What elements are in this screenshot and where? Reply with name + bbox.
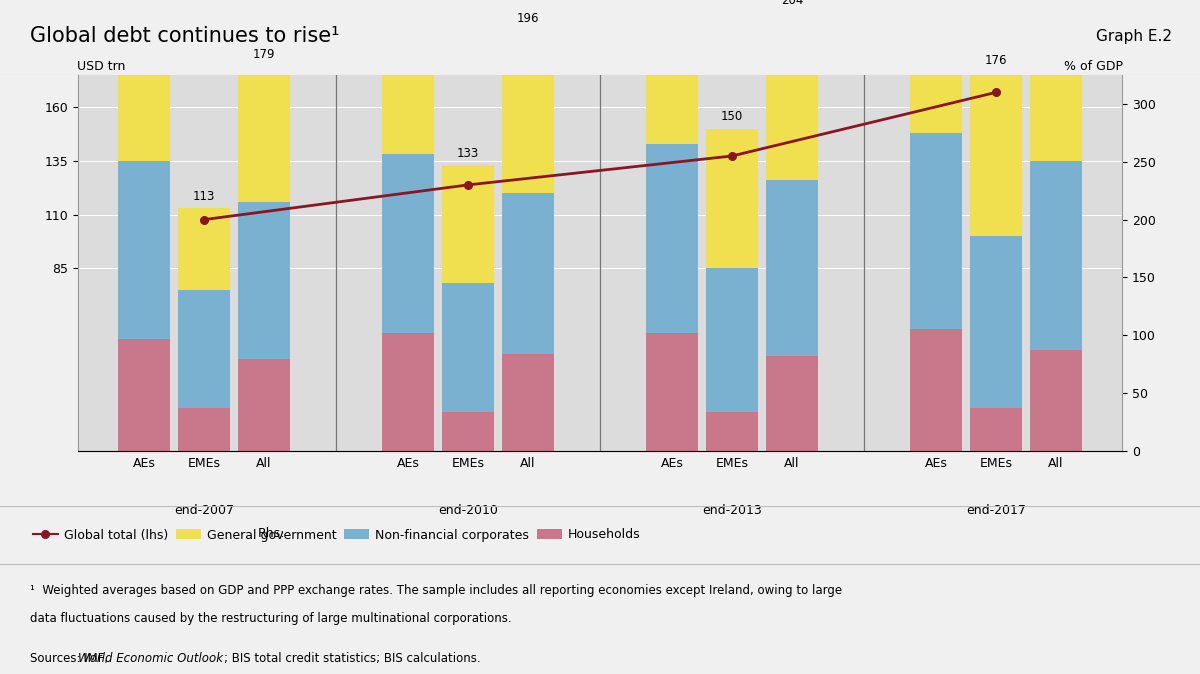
Bar [178,208,230,290]
Text: 113: 113 [193,190,215,203]
Bar [766,357,818,451]
Text: World Economic Outlook: World Economic Outlook [78,652,223,665]
Bar [382,0,434,154]
Bar [118,339,170,451]
Bar [970,73,1022,236]
Bar [910,133,962,328]
Text: Global debt continues to rise¹: Global debt continues to rise¹ [30,26,340,46]
Bar [382,333,434,451]
Text: % of GDP: % of GDP [1064,60,1123,73]
Bar [178,408,230,451]
Bar [442,165,494,283]
Text: 176: 176 [985,55,1007,67]
Bar [178,290,230,408]
Bar [646,144,698,333]
Text: end-2013: end-2013 [702,503,762,517]
Text: 179: 179 [253,48,275,61]
Bar [502,30,554,193]
Bar [1030,161,1082,350]
Bar [910,0,962,133]
Bar [238,67,290,202]
Text: 133: 133 [457,147,479,160]
Bar [442,412,494,451]
Legend: Global total (lhs), General government, Non-financial corporates, Households: Global total (lhs), General government, … [28,524,646,547]
Text: USD trn: USD trn [77,60,125,73]
Text: ¹  Weighted averages based on GDP and PPP exchange rates. The sample includes al: ¹ Weighted averages based on GDP and PPP… [30,584,842,596]
Bar [766,180,818,357]
Bar [970,236,1022,408]
Bar [118,0,170,161]
Text: data fluctuations caused by the restructuring of large multinational corporation: data fluctuations caused by the restruct… [30,613,511,625]
Bar [646,0,698,144]
Bar [970,408,1022,451]
Bar [442,283,494,412]
Text: end-2010: end-2010 [438,503,498,517]
Text: ; BIS total credit statistics; BIS calculations.: ; BIS total credit statistics; BIS calcu… [224,652,481,665]
Bar [382,154,434,333]
Bar [646,333,698,451]
Text: 150: 150 [721,111,743,123]
Bar [1030,350,1082,451]
Bar [766,13,818,180]
Bar [706,129,758,268]
Text: 196: 196 [517,11,539,24]
Bar [238,202,290,359]
Text: Sources: IMF,: Sources: IMF, [30,652,112,665]
Bar [706,268,758,412]
Bar [502,355,554,451]
Bar [118,161,170,339]
Text: end-2017: end-2017 [966,503,1026,517]
Text: 204: 204 [781,0,803,7]
Bar [502,193,554,355]
Bar [1030,0,1082,161]
Bar [706,412,758,451]
Bar [910,328,962,451]
Text: Graph E.2: Graph E.2 [1097,28,1172,44]
Text: Rhs:: Rhs: [258,527,286,541]
Bar [238,359,290,451]
Text: end-2007: end-2007 [174,503,234,517]
